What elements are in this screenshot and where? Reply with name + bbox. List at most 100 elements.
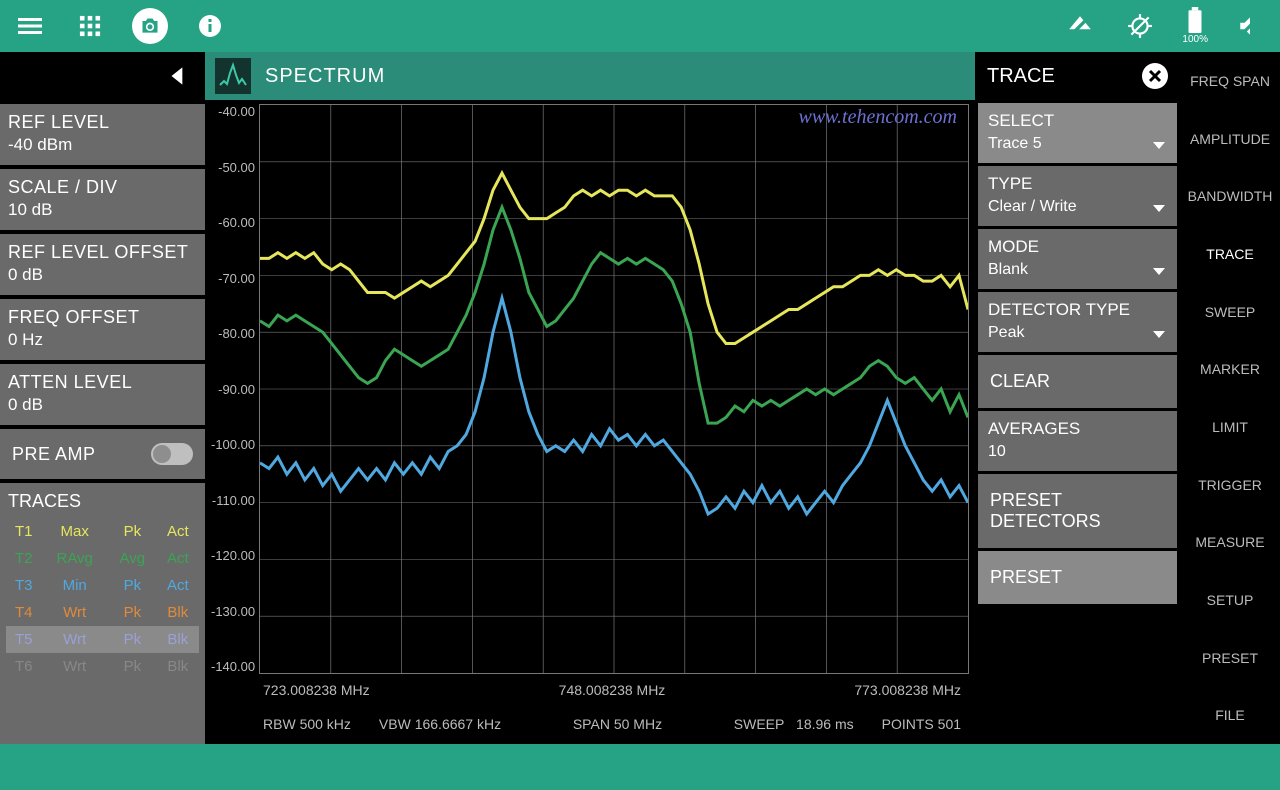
param-atten-level[interactable]: ATTEN LEVEL 0 dB bbox=[0, 364, 205, 425]
menu-bandwidth[interactable]: BANDWIDTH bbox=[1180, 167, 1280, 225]
rbw-status: RBW 500 kHz bbox=[263, 716, 351, 732]
item-value: Clear / Write bbox=[988, 198, 1165, 216]
param-value: -40 dBm bbox=[8, 135, 195, 155]
param-label: REF LEVEL OFFSET bbox=[8, 242, 195, 263]
param-label: SCALE / DIV bbox=[8, 177, 195, 198]
item-label: DETECTOR TYPE bbox=[988, 300, 1165, 320]
param-freq-offset[interactable]: FREQ OFFSET 0 Hz bbox=[0, 299, 205, 360]
screenshot-icon[interactable] bbox=[132, 8, 168, 44]
sweep-status: SWEEP 18.96 ms bbox=[734, 716, 854, 732]
switch-icon bbox=[151, 443, 193, 465]
trace-mode[interactable]: MODE Blank bbox=[978, 229, 1177, 289]
y-tick: -140.00 bbox=[211, 659, 255, 674]
y-tick: -120.00 bbox=[211, 548, 255, 563]
y-tick: -40.00 bbox=[211, 104, 255, 119]
mode-header: SPECTRUM bbox=[205, 52, 975, 100]
trace-type[interactable]: TYPE Clear / Write bbox=[978, 166, 1177, 226]
mode-title: SPECTRUM bbox=[265, 65, 385, 88]
param-value: 0 dB bbox=[8, 395, 195, 415]
trace-row-t4[interactable]: T4WrtPkBlk bbox=[6, 599, 199, 626]
item-value: Peak bbox=[988, 324, 1165, 342]
trace-row-t5[interactable]: T5WrtPkBlk bbox=[6, 626, 199, 653]
main-menu: FREQ SPANAMPLITUDEBANDWIDTHTRACESWEEPMAR… bbox=[1180, 52, 1280, 744]
x-start-label: 723.008238 MHz bbox=[263, 682, 370, 698]
info-icon[interactable] bbox=[192, 8, 228, 44]
param-label: ATTEN LEVEL bbox=[8, 372, 195, 393]
menu-trace[interactable]: TRACE bbox=[1180, 225, 1280, 283]
menu-marker[interactable]: MARKER bbox=[1180, 340, 1280, 398]
param-ref-level-offset[interactable]: REF LEVEL OFFSET 0 dB bbox=[0, 234, 205, 295]
left-sidebar: REF LEVEL -40 dBmSCALE / DIV 10 dBREF LE… bbox=[0, 100, 205, 744]
apps-icon[interactable] bbox=[72, 8, 108, 44]
menu-preset[interactable]: PRESET bbox=[1180, 629, 1280, 687]
watermark: www.tehencom.com bbox=[799, 106, 958, 129]
vbw-status: VBW 166.6667 kHz bbox=[379, 716, 501, 732]
spectrum-icon bbox=[215, 58, 251, 94]
wifi-off-icon[interactable] bbox=[1062, 8, 1098, 44]
y-tick: -80.00 bbox=[211, 326, 255, 341]
trace-row-t1[interactable]: T1MaxPkAct bbox=[6, 518, 199, 545]
trace-header: TRACE bbox=[975, 52, 1180, 100]
y-tick: -70.00 bbox=[211, 271, 255, 286]
param-label: REF LEVEL bbox=[8, 112, 195, 133]
item-label: PRESET bbox=[990, 567, 1062, 587]
chart-area: www.tehencom.com -40.00 -50.00 -60.00 -70.0… bbox=[205, 100, 975, 744]
x-center-label: 748.008238 MHz bbox=[559, 682, 666, 698]
trace-detector-type[interactable]: DETECTOR TYPE Peak bbox=[978, 292, 1177, 352]
y-tick: -100.00 bbox=[211, 437, 255, 452]
plot[interactable] bbox=[259, 104, 969, 674]
y-tick: -130.00 bbox=[211, 604, 255, 619]
menu-limit[interactable]: LIMIT bbox=[1180, 398, 1280, 456]
y-tick: -110.00 bbox=[211, 493, 255, 508]
trace-settings-panel: SELECT Trace 5TYPE Clear / WriteMODE Bla… bbox=[975, 100, 1180, 744]
x-stop-label: 773.008238 MHz bbox=[854, 682, 961, 698]
menu-setup[interactable]: SETUP bbox=[1180, 571, 1280, 629]
item-label: MODE bbox=[988, 237, 1165, 257]
menu-icon[interactable] bbox=[12, 8, 48, 44]
menu-freq-span[interactable]: FREQ SPAN bbox=[1180, 52, 1280, 110]
y-axis-labels: -40.00 -50.00 -60.00 -70.00 -80.00 -90.00 -100… bbox=[211, 104, 259, 674]
back-header bbox=[0, 52, 205, 100]
item-label: AVERAGES bbox=[988, 419, 1165, 439]
menu-sweep[interactable]: SWEEP bbox=[1180, 283, 1280, 341]
close-icon[interactable] bbox=[1142, 63, 1168, 89]
back-icon[interactable] bbox=[165, 63, 191, 89]
param-ref-level[interactable]: REF LEVEL -40 dBm bbox=[0, 104, 205, 165]
traces-table: T1MaxPkActT2RAvgAvgActT3MinPkActT4WrtPkB… bbox=[6, 518, 199, 680]
menu-amplitude[interactable]: AMPLITUDE bbox=[1180, 110, 1280, 168]
traces-list-panel: TRACES T1MaxPkActT2RAvgAvgActT3MinPkActT… bbox=[0, 483, 205, 744]
trace-select[interactable]: SELECT Trace 5 bbox=[978, 103, 1177, 163]
status-row: RBW 500 kHz VBW 166.6667 kHz SPAN 50 MHz… bbox=[211, 698, 969, 738]
trace-preset[interactable]: PRESET bbox=[978, 551, 1177, 604]
trace-row-t3[interactable]: T3MinPkAct bbox=[6, 572, 199, 599]
param-label: FREQ OFFSET bbox=[8, 307, 195, 328]
item-value: Trace 5 bbox=[988, 135, 1165, 153]
item-label: SELECT bbox=[988, 111, 1165, 131]
x-axis-labels: 723.008238 MHz 748.008238 MHz 773.008238… bbox=[211, 674, 969, 698]
trace-row-t2[interactable]: T2RAvgAvgAct bbox=[6, 545, 199, 572]
y-tick: -50.00 bbox=[211, 160, 255, 175]
preamp-toggle[interactable]: PRE AMP bbox=[0, 429, 205, 479]
battery-indicator: 100% bbox=[1182, 7, 1208, 45]
bottom-bar bbox=[0, 744, 1280, 790]
item-label: PRESET DETECTORS bbox=[990, 490, 1101, 531]
trace-averages[interactable]: AVERAGES 10 bbox=[978, 411, 1177, 471]
main-area: SPECTRUM TRACE REF LEVEL -40 dBmSCALE / … bbox=[0, 52, 1280, 744]
menu-file[interactable]: FILE bbox=[1180, 686, 1280, 744]
menu-trigger[interactable]: TRIGGER bbox=[1180, 456, 1280, 514]
y-tick: -60.00 bbox=[211, 215, 255, 230]
menu-measure[interactable]: MEASURE bbox=[1180, 513, 1280, 571]
trace-clear[interactable]: CLEAR bbox=[978, 355, 1177, 408]
y-tick: -90.00 bbox=[211, 382, 255, 397]
preamp-label: PRE AMP bbox=[12, 444, 96, 465]
volume-off-icon[interactable] bbox=[1232, 8, 1268, 44]
trace-row-t6[interactable]: T6WrtPkBlk bbox=[6, 653, 199, 680]
param-scale-div[interactable]: SCALE / DIV 10 dB bbox=[0, 169, 205, 230]
trace-preset-detectors[interactable]: PRESET DETECTORS bbox=[978, 474, 1177, 548]
gps-off-icon[interactable] bbox=[1122, 8, 1158, 44]
top-bar: 100% bbox=[0, 0, 1280, 52]
param-value: 0 dB bbox=[8, 265, 195, 285]
item-label: TYPE bbox=[988, 174, 1165, 194]
span-status: SPAN 50 MHz bbox=[573, 716, 662, 732]
item-label: CLEAR bbox=[990, 371, 1050, 391]
